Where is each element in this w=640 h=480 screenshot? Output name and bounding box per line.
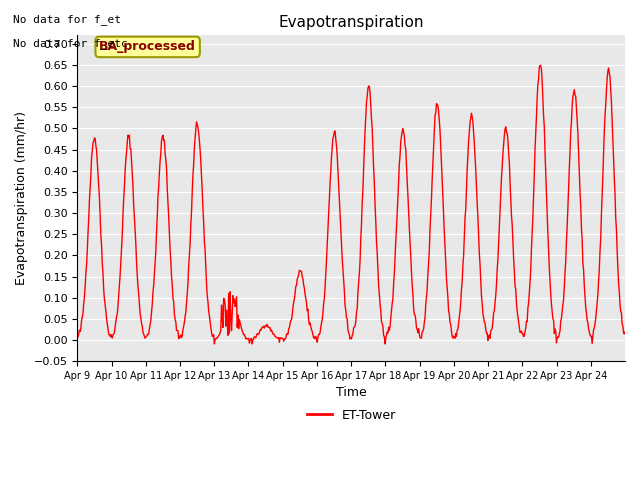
Text: BA_processed: BA_processed [99, 40, 196, 53]
Legend: ET-Tower: ET-Tower [301, 404, 401, 427]
Text: No data for f_etc: No data for f_etc [13, 38, 127, 49]
Text: No data for f_et: No data for f_et [13, 14, 121, 25]
Y-axis label: Evapotranspiration (mm/hr): Evapotranspiration (mm/hr) [15, 111, 28, 285]
Title: Evapotranspiration: Evapotranspiration [278, 15, 424, 30]
X-axis label: Time: Time [336, 386, 367, 399]
